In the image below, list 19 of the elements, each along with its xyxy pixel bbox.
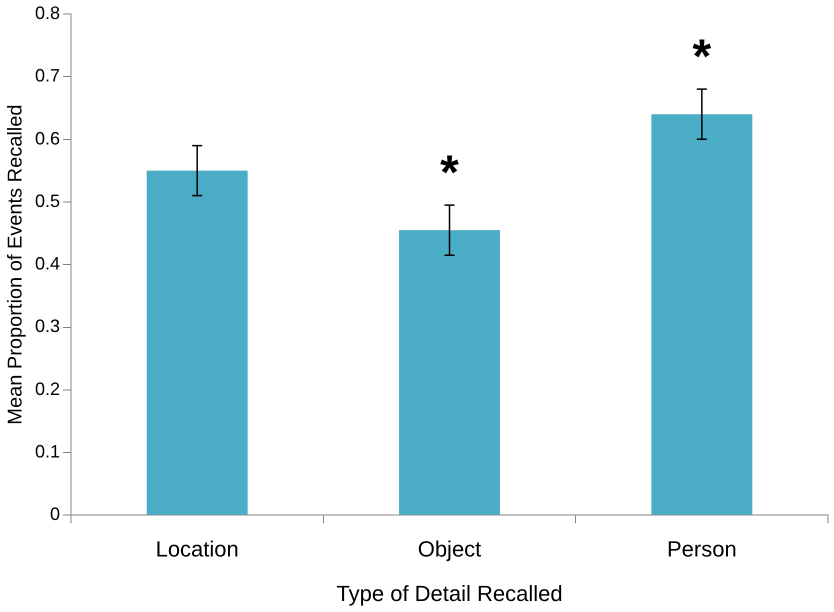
y-tick-label: 0.1 — [34, 442, 60, 462]
x-tick-label: Person — [666, 536, 737, 562]
y-tick-label: 0.4 — [34, 254, 60, 274]
y-tick-label: 0.8 — [34, 2, 60, 23]
y-axis-title: Mean Proportion of Events Recalled — [4, 104, 27, 425]
y-tick-label: 0.5 — [34, 190, 60, 211]
annotation: * — [440, 146, 460, 200]
y-tick-label: 0.3 — [34, 316, 60, 336]
bar — [399, 230, 500, 515]
bar — [146, 170, 248, 515]
x-tick-label: Object — [418, 536, 482, 562]
bar — [651, 114, 752, 515]
y-tick-label: 0.6 — [34, 128, 60, 148]
x-tick-label: Location — [156, 536, 239, 562]
y-tick-label: 0.7 — [34, 66, 60, 86]
y-tick-label: 0 — [50, 504, 60, 524]
y-tick-label: 0.2 — [34, 378, 60, 399]
annotation: * — [692, 30, 712, 84]
x-axis-title: Type of Detail Recalled — [336, 580, 563, 606]
